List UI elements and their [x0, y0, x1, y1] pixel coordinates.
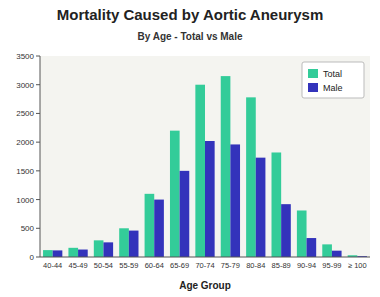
y-tick: [36, 228, 40, 229]
y-tick: [36, 113, 40, 114]
subtitle: By Age - Total vs Male: [137, 31, 242, 42]
bar: [129, 231, 139, 257]
bar: [180, 171, 190, 257]
y-tick-label: 1500: [16, 167, 34, 176]
legend-swatch: [308, 69, 318, 78]
y-tick-label: 1000: [16, 196, 34, 205]
y-tick-label: 2500: [16, 109, 34, 118]
y-tick: [36, 199, 40, 200]
x-tick-label: ≥ 100: [348, 261, 367, 270]
x-axis-label: Age Group: [179, 280, 231, 291]
y-tick: [36, 142, 40, 143]
bar: [322, 244, 332, 257]
x-tick-label: 40-44: [43, 261, 62, 270]
x-axis: 40-44 45-49 50-54 55-59 60-64 65-69 70-74 75-79…: [40, 56, 370, 270]
bar: [170, 131, 180, 257]
chart-container: Mortality Caused by Aortic Aneurysm By Ag…: [0, 0, 380, 297]
y-tick-label: 2000: [16, 138, 34, 147]
bar: [94, 240, 104, 257]
bar: [43, 250, 53, 257]
y-tick-label: 500: [21, 224, 35, 233]
y-tick-label: 0: [30, 253, 35, 262]
title: Mortality Caused by Aortic Aneurysm: [57, 6, 323, 23]
legend-swatch: [308, 83, 318, 92]
y-tick: [36, 257, 40, 258]
y-axis: 0 500 1000 1500 2000 2500 3000 3500: [16, 52, 40, 262]
y-tick-label: 3500: [16, 52, 34, 61]
y-tick: [36, 170, 40, 171]
bar: [272, 152, 282, 257]
y-axis-line: [40, 56, 41, 257]
x-tick-label: 55-59: [119, 261, 138, 270]
legend: Total Male: [302, 62, 364, 98]
x-tick-label: 60-64: [145, 261, 164, 270]
y-tick: [36, 84, 40, 85]
x-tick-label: 85-89: [272, 261, 291, 270]
bar: [281, 204, 291, 257]
x-tick-label: 45-49: [68, 261, 87, 270]
bar: [297, 210, 307, 257]
bar: [332, 251, 342, 257]
bar: [195, 85, 205, 257]
legend-label: Total: [323, 69, 342, 79]
bar: [78, 250, 88, 257]
legend-label: Male: [323, 83, 343, 93]
bar: [205, 141, 215, 257]
bars: [43, 76, 367, 257]
x-tick-label: 75-79: [221, 261, 240, 270]
x-tick-label: 90-94: [297, 261, 316, 270]
bar: [119, 228, 129, 257]
x-tick-label: 95-99: [322, 261, 341, 270]
bar: [221, 76, 231, 257]
legend-box: [302, 62, 364, 98]
x-tick-label: 70-74: [195, 261, 214, 270]
chart: Mortality Caused by Aortic Aneurysm By Ag…: [0, 0, 380, 297]
bar: [230, 144, 240, 257]
x-tick-label: 80-84: [246, 261, 265, 270]
bar: [103, 242, 113, 257]
bar: [154, 200, 164, 257]
bar: [256, 158, 266, 257]
plot-background: [40, 56, 370, 257]
x-tick-label: 65-69: [170, 261, 189, 270]
bar: [68, 248, 78, 257]
y-tick-label: 3000: [16, 81, 34, 90]
bar: [246, 97, 256, 257]
bar: [307, 238, 317, 257]
x-tick-label: 50-54: [94, 261, 113, 270]
bar: [53, 250, 63, 257]
bar: [145, 194, 155, 257]
x-axis-line: [40, 257, 370, 258]
y-tick: [36, 56, 40, 57]
